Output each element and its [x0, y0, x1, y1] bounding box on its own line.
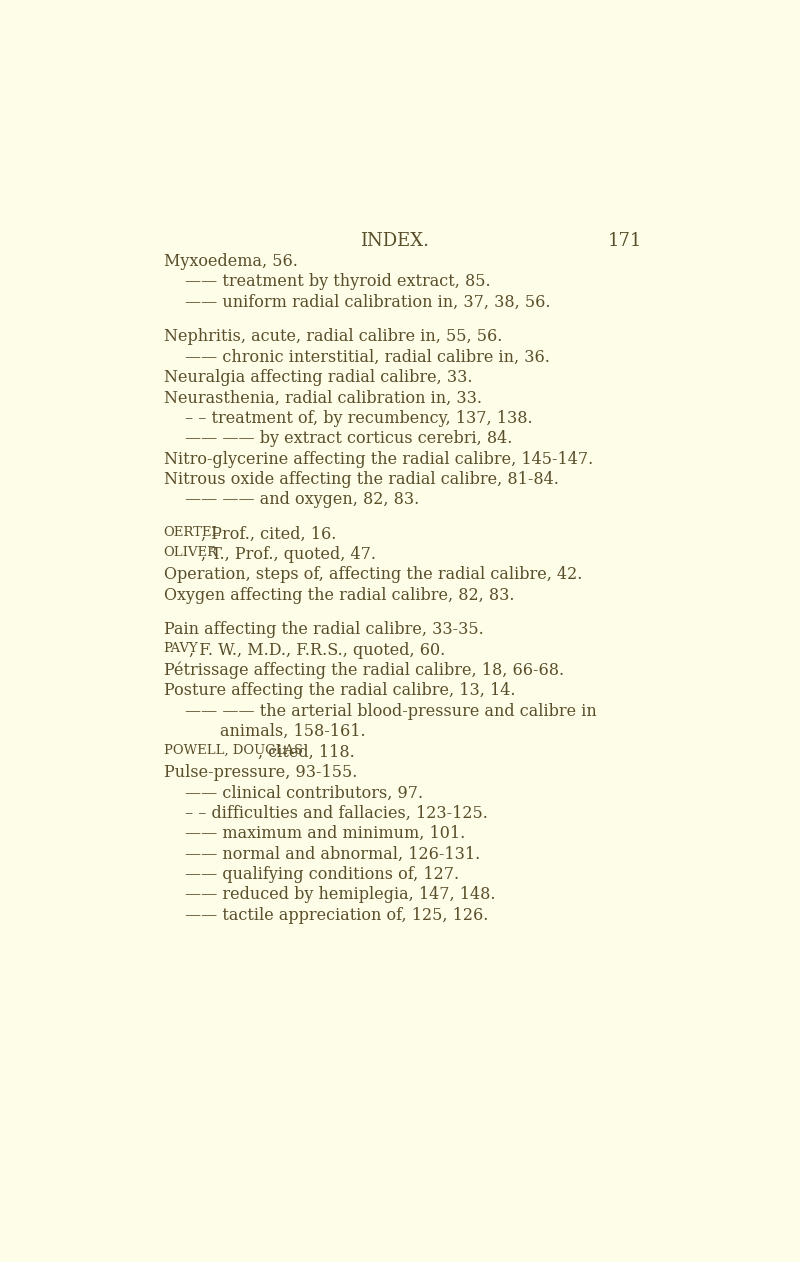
Text: —— treatment by thyroid extract, 85.: —— treatment by thyroid extract, 85. [186, 274, 491, 290]
Text: POWELL, DOUGLAS: POWELL, DOUGLAS [163, 743, 302, 757]
Text: Nephritis, acute, radial calibre in, 55, 56.: Nephritis, acute, radial calibre in, 55,… [163, 328, 502, 345]
Text: 171: 171 [608, 232, 642, 250]
Text: —— —— the arterial blood-pressure and calibre in: —— —— the arterial blood-pressure and ca… [186, 703, 597, 719]
Text: Neuralgia affecting radial calibre, 33.: Neuralgia affecting radial calibre, 33. [163, 369, 472, 386]
Text: Pain affecting the radial calibre, 33-35.: Pain affecting the radial calibre, 33-35… [163, 621, 483, 639]
Text: – – treatment of, by recumbency, 137, 138.: – – treatment of, by recumbency, 137, 13… [186, 410, 533, 427]
Text: —— qualifying conditions of, 127.: —— qualifying conditions of, 127. [186, 866, 459, 883]
Text: , T., Prof., quoted, 47.: , T., Prof., quoted, 47. [202, 546, 376, 563]
Text: Pulse-pressure, 93-155.: Pulse-pressure, 93-155. [163, 764, 357, 781]
Text: animals, 158-161.: animals, 158-161. [220, 723, 366, 741]
Text: Operation, steps of, affecting the radial calibre, 42.: Operation, steps of, affecting the radia… [163, 567, 582, 583]
Text: Posture affecting the radial calibre, 13, 14.: Posture affecting the radial calibre, 13… [163, 683, 515, 699]
Text: Oxygen affecting the radial calibre, 82, 83.: Oxygen affecting the radial calibre, 82,… [163, 587, 514, 604]
Text: —— normal and abnormal, 126-131.: —— normal and abnormal, 126-131. [186, 846, 481, 863]
Text: INDEX.: INDEX. [360, 232, 429, 250]
Text: , Prof., cited, 16.: , Prof., cited, 16. [202, 526, 337, 543]
Text: Nitro-glycerine affecting the radial calibre, 145-147.: Nitro-glycerine affecting the radial cal… [163, 451, 593, 468]
Text: Neurasthenia, radial calibration in, 33.: Neurasthenia, radial calibration in, 33. [163, 390, 482, 406]
Text: —— —— by extract corticus cerebri, 84.: —— —— by extract corticus cerebri, 84. [186, 430, 513, 447]
Text: —— maximum and minimum, 101.: —— maximum and minimum, 101. [186, 825, 466, 842]
Text: PAVY: PAVY [163, 641, 198, 655]
Text: —— clinical contributors, 97.: —— clinical contributors, 97. [186, 785, 423, 801]
Text: , F. W., M.D., F.R.S., quoted, 60.: , F. W., M.D., F.R.S., quoted, 60. [189, 641, 445, 659]
Text: OLIVER: OLIVER [163, 546, 218, 559]
Text: —— —— and oxygen, 82, 83.: —— —— and oxygen, 82, 83. [186, 491, 419, 509]
Text: Nitrous oxide affecting the radial calibre, 81-84.: Nitrous oxide affecting the radial calib… [163, 471, 558, 488]
Text: —— uniform radial calibration in, 37, 38, 56.: —— uniform radial calibration in, 37, 38… [186, 294, 550, 310]
Text: Myxoedema, 56.: Myxoedema, 56. [163, 254, 298, 270]
Text: , cited, 118.: , cited, 118. [258, 743, 354, 761]
Text: —— tactile appreciation of, 125, 126.: —— tactile appreciation of, 125, 126. [186, 907, 489, 924]
Text: – – difficulties and fallacies, 123-125.: – – difficulties and fallacies, 123-125. [186, 805, 488, 822]
Text: Pétrissage affecting the radial calibre, 18, 66-68.: Pétrissage affecting the radial calibre,… [163, 663, 564, 679]
Text: —— reduced by hemiplegia, 147, 148.: —— reduced by hemiplegia, 147, 148. [186, 886, 496, 904]
Text: —— chronic interstitial, radial calibre in, 36.: —— chronic interstitial, radial calibre … [186, 348, 550, 366]
Text: OERTEL: OERTEL [163, 526, 221, 539]
